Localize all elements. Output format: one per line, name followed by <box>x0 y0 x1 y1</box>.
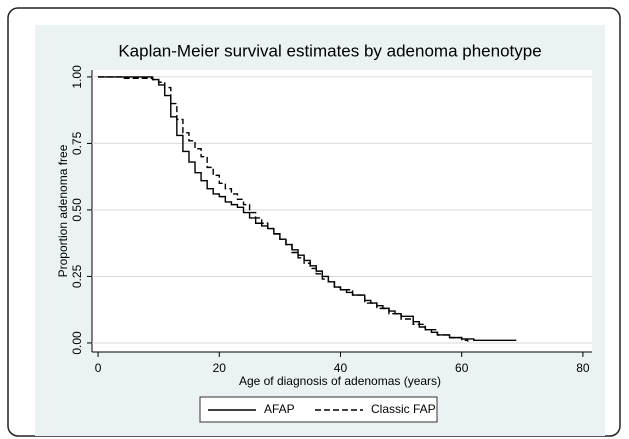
plot-area <box>92 70 592 352</box>
survival-line <box>98 76 517 341</box>
y-axis-title: Proportion adenoma free <box>56 144 70 277</box>
y-tick-label: 1.00 <box>70 65 84 89</box>
plot: 0.00 0.25 0.50 0.75 1.00 0 20 40 60 80 <box>70 65 592 375</box>
x-tick-label: 60 <box>455 361 469 375</box>
legend-label: AFAP <box>264 402 295 416</box>
survival-line <box>98 76 469 342</box>
y-tick-label: 0.00 <box>70 331 84 355</box>
x-tick-label: 80 <box>576 361 590 375</box>
x-tick-label: 40 <box>334 361 348 375</box>
chart-title: Kaplan-Meier survival estimates by adeno… <box>118 41 541 60</box>
x-tick-label: 0 <box>95 361 102 375</box>
y-tick-label: 0.25 <box>70 264 84 288</box>
y-tick-label: 0.50 <box>70 198 84 222</box>
x-axis-title: Age of diagnosis of adenomas (years) <box>239 374 441 388</box>
y-tick-label: 0.75 <box>70 131 84 155</box>
legend-label: Classic FAP <box>371 402 436 416</box>
x-tick-label: 20 <box>213 361 227 375</box>
